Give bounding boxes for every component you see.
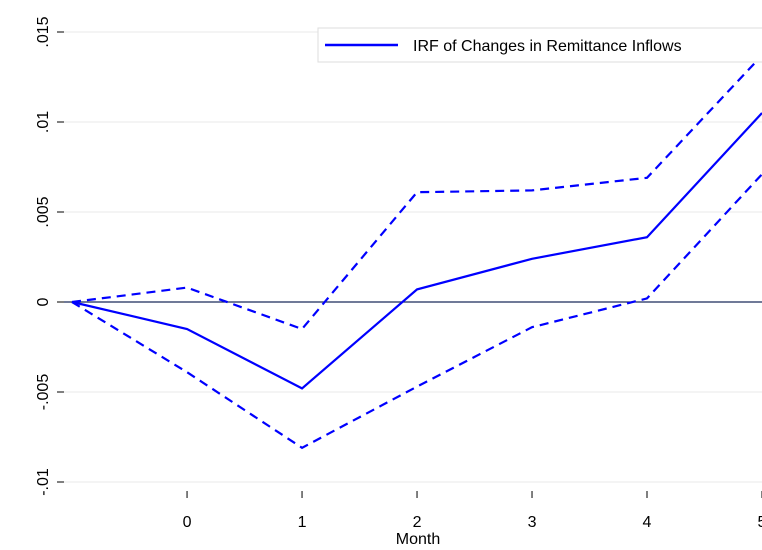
legend: IRF of Changes in Remittance Inflows (317, 27, 762, 63)
y-tick-label: -.01 (35, 468, 52, 496)
confidence-band-line (71, 173, 762, 450)
y-tick-label: .01 (35, 111, 52, 133)
x-tick-label: 1 (298, 514, 307, 531)
line (71, 112, 762, 390)
legend-box (317, 27, 762, 63)
confidence-band-line (71, 54, 762, 331)
x-tick-label: 4 (643, 514, 652, 531)
y-tick-label: .005 (35, 196, 52, 227)
y-tick-label: .015 (35, 16, 52, 47)
grid (64, 31, 762, 483)
legend-label: IRF of Changes in Remittance Inflows (413, 38, 682, 55)
axes: -.01 -.005 0 .005 .01 .015 0 1 2 3 4 5 (35, 16, 762, 531)
x-tick-label: 2 (413, 514, 422, 531)
x-tick-label: 5 (758, 514, 762, 531)
y-tick-label: 0 (35, 297, 52, 306)
x-tick-label: 3 (528, 514, 537, 531)
y-tick-label: -.005 (35, 374, 52, 411)
x-axis-label: Month (396, 531, 440, 548)
x-tick-label: 0 (183, 514, 192, 531)
plot-area (71, 54, 762, 450)
